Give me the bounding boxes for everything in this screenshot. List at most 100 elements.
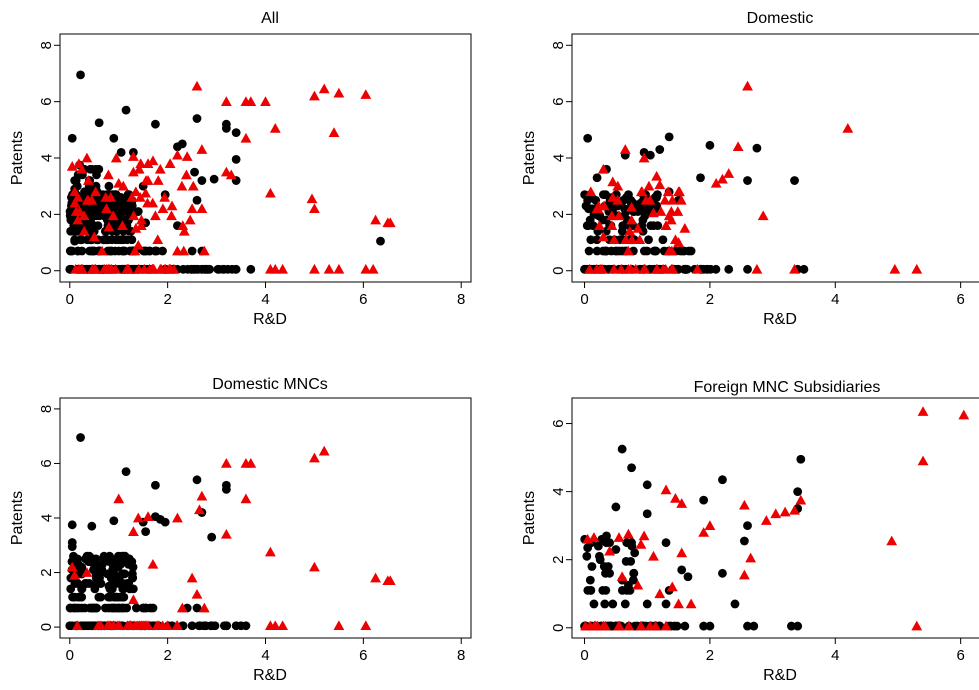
data-point-circle bbox=[160, 517, 170, 527]
data-point-circle bbox=[89, 565, 98, 575]
data-point-circle bbox=[92, 170, 101, 180]
data-point-circle bbox=[94, 118, 104, 128]
y-ticks: 0 2 4 6 8 bbox=[550, 41, 572, 275]
data-point-circle bbox=[80, 221, 90, 231]
x-tick-label: 0 bbox=[580, 291, 588, 308]
data-point-circle bbox=[231, 128, 241, 138]
x-tick-label: 8 bbox=[457, 647, 465, 664]
data-point-triangle bbox=[69, 569, 81, 580]
data-point-triangle bbox=[886, 535, 898, 546]
data-point-triangle bbox=[717, 173, 728, 184]
data-point-triangle bbox=[613, 532, 625, 542]
data-point-triangle bbox=[623, 620, 635, 631]
y-tick-label: 4 bbox=[38, 154, 55, 162]
x-tick-label: 2 bbox=[163, 291, 171, 308]
data-point-triangle bbox=[622, 245, 634, 256]
data-point-triangle bbox=[889, 263, 901, 274]
data-point-triangle bbox=[147, 263, 159, 274]
data-point-circle bbox=[743, 264, 752, 274]
data-point-circle bbox=[209, 174, 219, 184]
data-point-circle bbox=[246, 264, 256, 274]
data-point-triangle bbox=[604, 545, 616, 556]
data-point-circle bbox=[85, 164, 95, 174]
data-point-triangle bbox=[585, 186, 597, 197]
data-point-circle bbox=[76, 433, 85, 442]
data-point-triangle bbox=[225, 169, 237, 180]
data-points bbox=[65, 433, 396, 631]
data-point-triangle bbox=[103, 221, 115, 232]
data-point-circle bbox=[799, 264, 809, 274]
data-point-triangle bbox=[181, 169, 192, 180]
y-tick-label: 2 bbox=[550, 556, 567, 564]
x-tick-label: 0 bbox=[66, 291, 74, 308]
data-point-circle bbox=[705, 140, 715, 150]
data-point-circle bbox=[77, 246, 87, 256]
panel-domestic-mncs: Domestic MNCs R&D Patents 0 2 4 6 8 0 2 4 6 8 bbox=[9, 376, 472, 684]
y-axis-label: Patents bbox=[9, 491, 26, 545]
data-point-circle bbox=[642, 480, 652, 490]
data-point-triangle bbox=[220, 96, 232, 106]
x-ticks: 0 2 4 6 bbox=[580, 282, 965, 308]
data-point-triangle bbox=[655, 206, 667, 216]
data-point-triangle bbox=[142, 511, 154, 521]
y-tick-label: 0 bbox=[550, 624, 567, 632]
data-point-triangle bbox=[142, 158, 154, 168]
data-point-circle bbox=[680, 621, 690, 631]
data-point-circle bbox=[752, 143, 762, 153]
x-tick-label: 6 bbox=[956, 291, 964, 308]
data-point-circle bbox=[655, 145, 665, 154]
data-point-circle bbox=[178, 264, 188, 274]
data-point-circle bbox=[593, 541, 603, 551]
data-point-circle bbox=[586, 235, 596, 245]
data-point-circle bbox=[85, 621, 94, 631]
data-point-triangle bbox=[69, 197, 81, 208]
data-point-triangle bbox=[606, 210, 618, 221]
data-point-triangle bbox=[623, 528, 634, 539]
y-tick-label: 2 bbox=[550, 210, 567, 218]
data-point-circle bbox=[67, 133, 77, 143]
data-point-triangle bbox=[96, 245, 108, 256]
data-point-triangle bbox=[608, 234, 620, 245]
data-point-triangle bbox=[676, 547, 688, 558]
data-point-triangle bbox=[269, 620, 281, 631]
x-tick-label: 6 bbox=[359, 647, 367, 664]
data-point-circle bbox=[151, 480, 160, 490]
data-point-triangle bbox=[66, 561, 78, 572]
data-point-circle bbox=[592, 235, 602, 245]
data-point-triangle bbox=[126, 192, 138, 202]
data-point-triangle bbox=[72, 192, 84, 202]
data-point-triangle bbox=[196, 144, 208, 154]
data-point-triangle bbox=[81, 152, 93, 163]
data-point-triangle bbox=[72, 214, 84, 225]
data-point-triangle bbox=[591, 263, 603, 274]
panel-domestic: Domestic R&D Patents 0 2 4 6 0 2 4 6 8 bbox=[521, 10, 979, 328]
data-point-circle bbox=[787, 621, 796, 631]
data-point-triangle bbox=[159, 263, 171, 274]
data-point-circle bbox=[101, 603, 110, 613]
data-point-triangle bbox=[323, 263, 335, 274]
data-point-circle bbox=[66, 603, 75, 613]
data-point-circle bbox=[87, 521, 97, 531]
data-point-circle bbox=[65, 246, 75, 256]
data-point-circle bbox=[122, 579, 132, 588]
data-point-circle bbox=[187, 264, 196, 274]
data-point-triangle bbox=[842, 123, 854, 133]
data-point-triangle bbox=[220, 458, 232, 468]
data-point-triangle bbox=[73, 263, 85, 274]
data-point-triangle bbox=[130, 223, 142, 233]
data-point-circle bbox=[642, 509, 652, 519]
data-point-circle bbox=[638, 215, 648, 225]
data-point-circle bbox=[88, 557, 97, 567]
data-point-triangle bbox=[370, 572, 381, 583]
data-point-triangle bbox=[71, 620, 83, 631]
x-tick-label: 4 bbox=[261, 291, 269, 308]
data-point-triangle bbox=[194, 504, 205, 515]
data-point-circle bbox=[206, 621, 216, 631]
data-point-triangle bbox=[113, 493, 125, 504]
data-point-circle bbox=[587, 562, 597, 571]
data-point-triangle bbox=[789, 263, 800, 274]
data-point-triangle bbox=[675, 194, 687, 205]
data-point-triangle bbox=[127, 594, 139, 605]
data-point-triangle bbox=[134, 192, 146, 202]
data-point-circle bbox=[96, 579, 105, 588]
